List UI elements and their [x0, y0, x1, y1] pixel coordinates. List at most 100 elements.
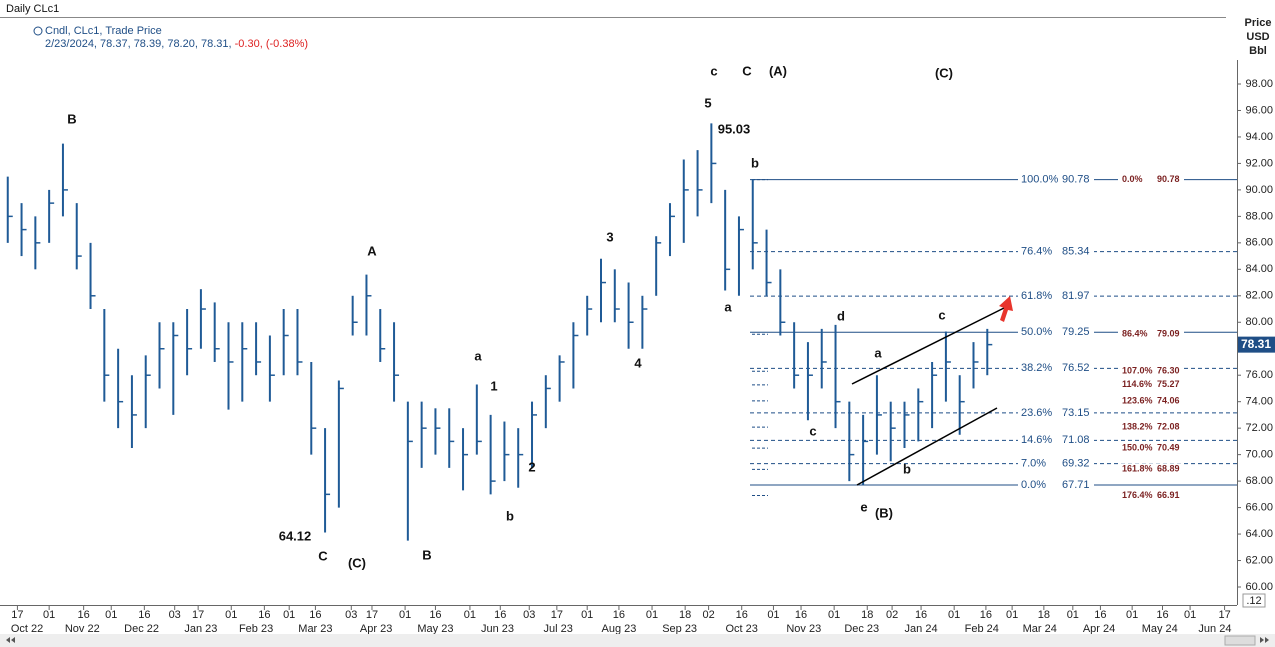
scroll-thumb[interactable] — [1224, 635, 1256, 646]
month-label: May 24 — [1142, 623, 1178, 635]
x-tick-label: 17 — [11, 609, 23, 621]
y-tick-label: 82.00 — [1245, 290, 1273, 302]
x-tick-label: 01 — [581, 609, 593, 621]
x-tick-label: 16 — [494, 609, 506, 621]
last-price-box — [1238, 336, 1275, 353]
ext-label-bg — [1118, 365, 1184, 378]
scrollbar[interactable] — [0, 634, 1275, 647]
y-tick-label: 68.00 — [1245, 475, 1273, 487]
x-tick-label: 01 — [1184, 609, 1196, 621]
x-tick-label: 16 — [78, 609, 90, 621]
x-tick-label: 02 — [702, 609, 714, 621]
x-tick-label: 01 — [828, 609, 840, 621]
chart-title: Daily CLc1 — [6, 3, 59, 15]
fib-label-bg — [1018, 244, 1094, 259]
annotation: c — [710, 63, 717, 78]
x-tick-label: 01 — [948, 609, 960, 621]
ext-value: 75.27 — [1157, 379, 1180, 389]
month-label: Nov 23 — [786, 623, 821, 635]
month-label: Apr 23 — [360, 623, 392, 635]
annotation: a — [474, 348, 482, 363]
ext-label-bg — [1118, 463, 1184, 476]
fib-label-bg — [1018, 361, 1094, 376]
ext-pct: 107.0% — [1122, 366, 1153, 376]
ext-pct: 86.4% — [1122, 329, 1148, 339]
x-tick-label: 16 — [258, 609, 270, 621]
y-tick-label: 92.00 — [1245, 157, 1273, 169]
annotation: c — [809, 423, 816, 438]
annotation: B — [67, 111, 76, 126]
scroll-left[interactable] — [6, 637, 15, 643]
ext-value: 70.49 — [1157, 443, 1180, 453]
fib-value: 76.52 — [1062, 362, 1090, 374]
x-tick-label: 18 — [861, 609, 873, 621]
y-tick-label: 60.00 — [1245, 581, 1273, 593]
fib-pct: 61.8% — [1021, 290, 1052, 302]
annotation: A — [367, 243, 377, 258]
scroll-right[interactable] — [1260, 637, 1269, 643]
scale-note: .12 — [1246, 595, 1261, 607]
ext-label-bg — [1118, 489, 1184, 502]
annotation: e — [860, 499, 867, 514]
scale-box — [1242, 593, 1266, 608]
change: -0.30, — [235, 38, 263, 50]
x-tick-label: 16 — [980, 609, 992, 621]
y-tick-label: 86.00 — [1245, 237, 1273, 249]
ext-value: 74.06 — [1157, 395, 1180, 405]
fib-pct: 7.0% — [1021, 458, 1046, 470]
annotation: (C) — [348, 555, 366, 570]
month-label: Dec 22 — [124, 623, 159, 635]
y-tick-label: 74.00 — [1245, 396, 1273, 408]
fib-pct: 0.0% — [1021, 479, 1046, 491]
fib-pct: 23.6% — [1021, 407, 1052, 419]
x-tick-label: 16 — [429, 609, 441, 621]
month-label: May 23 — [417, 623, 453, 635]
annotation: a — [874, 345, 882, 360]
ext-pct: 0.0% — [1122, 174, 1143, 184]
channel-line — [856, 407, 998, 486]
y-tick-label: 88.00 — [1245, 210, 1273, 222]
x-tick-label: 16 — [1156, 609, 1168, 621]
annotation: C — [318, 548, 328, 563]
y-tick-label: 98.00 — [1245, 78, 1273, 90]
x-tick-label: 01 — [399, 609, 411, 621]
month-label: Aug 23 — [601, 623, 636, 635]
fib-label-bg — [1018, 289, 1094, 304]
month-label: Jan 24 — [905, 623, 938, 635]
ext-value: 68.89 — [1157, 464, 1180, 474]
y-axis-title: USD — [1246, 31, 1269, 43]
annotation: b — [903, 461, 911, 476]
quote: 2/23/2024, 78.37, 78.39, 78.20, 78.31, — [45, 38, 232, 50]
annotation: 1 — [490, 378, 497, 393]
annotation: C — [742, 63, 752, 78]
channel-line — [851, 305, 1009, 385]
x-tick-label: 01 — [1126, 609, 1138, 621]
annotation: b — [751, 155, 759, 170]
x-tick-label: 16 — [915, 609, 927, 621]
month-label: Apr 24 — [1083, 623, 1115, 635]
x-tick-label: 01 — [105, 609, 117, 621]
x-tick-label: 16 — [1094, 609, 1106, 621]
annotation: (A) — [769, 63, 787, 78]
ext-pct: 138.2% — [1122, 421, 1153, 431]
annotation: B — [422, 547, 431, 562]
month-label: Jun 23 — [481, 623, 514, 635]
fib-label-bg — [1018, 172, 1094, 187]
x-tick-label: 18 — [1038, 609, 1050, 621]
month-label: Dec 23 — [844, 623, 879, 635]
ext-value: 72.08 — [1157, 421, 1180, 431]
month-label: Jun 24 — [1198, 623, 1231, 635]
ext-value: 76.30 — [1157, 366, 1180, 376]
fib-value: 81.97 — [1062, 290, 1090, 302]
annotation: (B) — [875, 505, 893, 520]
x-tick-label: 01 — [1006, 609, 1018, 621]
annotation: 4 — [634, 355, 642, 370]
y-axis-title: Price — [1245, 17, 1272, 29]
x-tick-label: 01 — [464, 609, 476, 621]
annotation: b — [506, 508, 514, 523]
ext-label-bg — [1118, 421, 1184, 434]
fib-pct: 38.2% — [1021, 362, 1052, 374]
month-label: Oct 23 — [726, 623, 758, 635]
last-price: 78.31 — [1241, 337, 1271, 351]
month-label: Sep 23 — [662, 623, 697, 635]
